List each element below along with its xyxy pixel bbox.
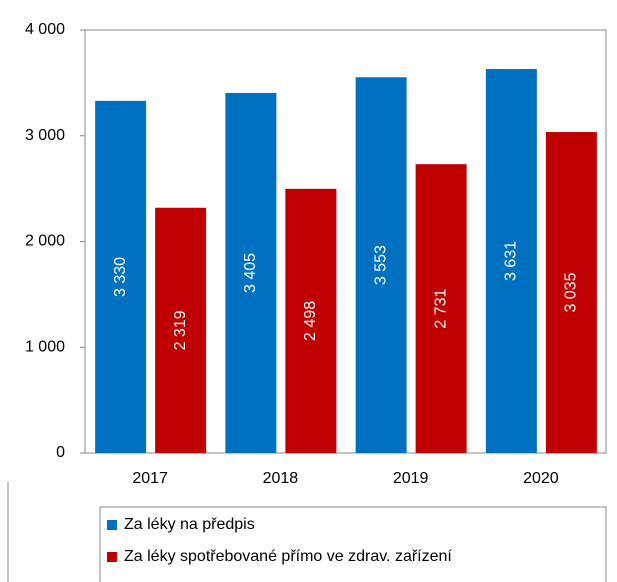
y-tick-label: 2 000 bbox=[25, 233, 65, 250]
x-tick-label: 2017 bbox=[132, 470, 168, 487]
bar bbox=[415, 164, 467, 453]
bar bbox=[285, 188, 337, 454]
x-tick-label: 2019 bbox=[393, 470, 429, 487]
legend-swatch bbox=[107, 552, 117, 562]
value-label: 3 330 bbox=[112, 257, 129, 297]
y-tick-label: 1 000 bbox=[25, 338, 65, 355]
value-label: 2 319 bbox=[172, 310, 189, 350]
value-label: 3 035 bbox=[563, 272, 580, 312]
legend-label: Za léky na předpis bbox=[124, 516, 255, 533]
bar bbox=[95, 100, 147, 453]
bar bbox=[545, 132, 597, 453]
value-label: 3 553 bbox=[372, 245, 389, 285]
bar bbox=[355, 77, 407, 453]
y-tick-label: 0 bbox=[56, 444, 65, 461]
value-label: 3 405 bbox=[242, 253, 259, 293]
x-tick-label: 2018 bbox=[263, 470, 299, 487]
legend-box bbox=[99, 506, 607, 582]
bar bbox=[225, 92, 277, 453]
legend-label: Za léky spotřebované přímo ve zdrav. zař… bbox=[124, 548, 452, 565]
legend-swatch bbox=[107, 520, 117, 530]
y-tick-label: 3 000 bbox=[25, 127, 65, 144]
value-label: 2 498 bbox=[302, 301, 319, 341]
value-label: 2 731 bbox=[432, 288, 449, 328]
value-label: 3 631 bbox=[503, 241, 520, 281]
bar bbox=[485, 69, 537, 453]
bar bbox=[155, 207, 207, 453]
x-tick-label: 2020 bbox=[523, 470, 559, 487]
y-tick-label: 4 000 bbox=[25, 21, 65, 38]
